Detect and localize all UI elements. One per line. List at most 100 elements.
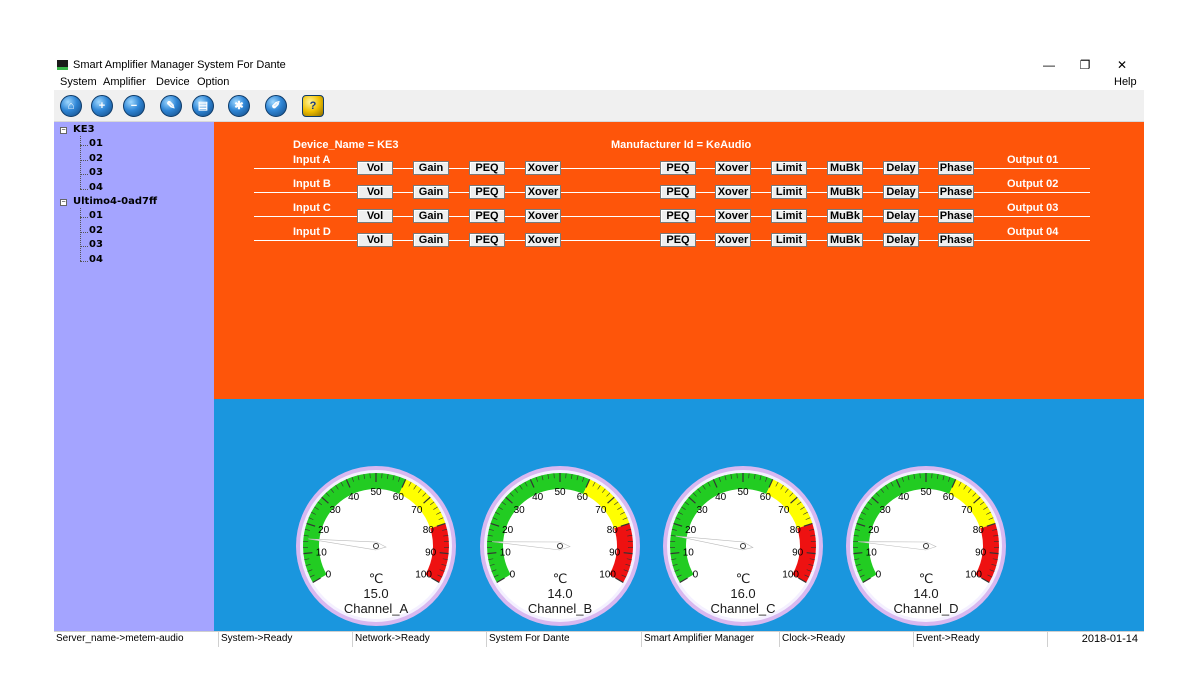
gauge-tick	[488, 529, 494, 531]
gauge-tick	[387, 473, 389, 480]
output-phase-button[interactable]: Phase	[938, 209, 974, 223]
gauge-tick	[992, 529, 998, 531]
tree-channel-node[interactable]: 01	[89, 138, 103, 149]
gauge-tick	[602, 488, 606, 493]
tree-connector	[80, 217, 88, 218]
output-peq-button[interactable]: PEQ	[660, 161, 696, 175]
input-peq-button[interactable]: PEQ	[469, 233, 505, 247]
input-gain-button[interactable]: Gain	[413, 209, 449, 223]
gauge-tick	[805, 517, 811, 520]
output-delay-button[interactable]: Delay	[883, 161, 919, 175]
tree-channel-node[interactable]: 02	[89, 224, 103, 236]
output-mubk-button[interactable]: MuBk	[827, 233, 863, 247]
gauge-tick	[357, 475, 360, 481]
save-icon[interactable]: ▤	[192, 95, 214, 117]
tree-device-node[interactable]: KE3	[73, 124, 95, 135]
input-peq-button[interactable]: PEQ	[469, 185, 505, 199]
tree-channel-node[interactable]: 03	[89, 239, 103, 250]
output-peq-button[interactable]: PEQ	[660, 209, 696, 223]
gauge-tick	[790, 496, 798, 504]
output-xover-button[interactable]: Xover	[715, 161, 751, 175]
output-xover-button[interactable]: Xover	[715, 209, 751, 223]
input-xover-button[interactable]: Xover	[525, 233, 561, 247]
settings-icon[interactable]: ✱	[228, 95, 250, 117]
output-limit-button[interactable]: Limit	[771, 233, 807, 247]
gauge-tick	[321, 496, 329, 504]
edit-icon[interactable]: ✎	[160, 95, 182, 117]
output-peq-button[interactable]: PEQ	[660, 185, 696, 199]
remove-icon[interactable]: −	[123, 95, 145, 117]
tree-expander[interactable]: −	[60, 199, 67, 206]
output-mubk-button[interactable]: MuBk	[827, 161, 863, 175]
gauge-tick	[363, 473, 365, 480]
output-delay-button[interactable]: Delay	[883, 233, 919, 247]
gauge-tick	[948, 476, 951, 482]
tree-channel-node[interactable]: 04	[89, 181, 103, 193]
output-phase-button[interactable]: Phase	[938, 185, 974, 199]
gauge-scale-label: 0	[693, 570, 699, 581]
output-limit-button[interactable]: Limit	[771, 185, 807, 199]
tree-channel-node[interactable]: 03	[89, 167, 103, 178]
gauge-tick	[993, 535, 999, 537]
menu-system[interactable]: System	[60, 76, 97, 88]
menu-device[interactable]: Device	[156, 76, 190, 88]
gauge-scale-label: 30	[880, 505, 892, 516]
gauge-tick	[325, 492, 330, 497]
output-delay-button[interactable]: Delay	[883, 209, 919, 223]
output-mubk-button[interactable]: MuBk	[827, 209, 863, 223]
input-gain-button[interactable]: Gain	[413, 233, 449, 247]
add-icon[interactable]: +	[91, 95, 113, 117]
app-logo-icon	[57, 60, 68, 70]
help-icon[interactable]: ?	[302, 95, 324, 117]
gauge-tick	[615, 577, 624, 584]
gauge-tick	[789, 492, 794, 497]
output-phase-button[interactable]: Phase	[938, 233, 974, 247]
menu-amplifier[interactable]: Amplifier	[103, 76, 146, 88]
input-vol-button[interactable]: Vol	[357, 233, 393, 247]
gauge-unit: ℃	[369, 572, 384, 587]
input-xover-button[interactable]: Xover	[525, 209, 561, 223]
input-vol-button[interactable]: Vol	[357, 209, 393, 223]
gauge-tick	[613, 501, 619, 506]
menu-option[interactable]: Option	[197, 76, 230, 88]
tree-device-node[interactable]: Ultimo4-0ad7ff	[73, 196, 158, 207]
tree-expander[interactable]: −	[60, 127, 67, 134]
input-peq-button[interactable]: PEQ	[469, 161, 505, 175]
output-limit-button[interactable]: Limit	[771, 161, 807, 175]
input-vol-button[interactable]: Vol	[357, 185, 393, 199]
output-xover-button[interactable]: Xover	[715, 233, 751, 247]
output-mubk-button[interactable]: MuBk	[827, 185, 863, 199]
gauge-tick	[973, 496, 981, 504]
gauge-tick	[488, 558, 494, 560]
gauge-tick	[422, 492, 427, 497]
gauge-tick	[803, 522, 813, 527]
home-icon[interactable]: ⌂	[60, 95, 82, 117]
gauge-red-zone	[425, 523, 449, 583]
gauge-tick	[438, 517, 444, 520]
close-button[interactable]: ✕	[1116, 58, 1128, 72]
gauge-tick	[442, 558, 448, 560]
gauge-scale-label: 70	[411, 505, 423, 516]
tree-connector	[80, 145, 88, 146]
input-xover-button[interactable]: Xover	[525, 161, 561, 175]
gauge-scale-label: 90	[792, 548, 804, 559]
output-peq-button[interactable]: PEQ	[660, 233, 696, 247]
tools-icon[interactable]: ✐	[265, 95, 287, 117]
input-gain-button[interactable]: Gain	[413, 185, 449, 199]
input-gain-button[interactable]: Gain	[413, 161, 449, 175]
input-peq-button[interactable]: PEQ	[469, 209, 505, 223]
menu-help[interactable]: Help	[1114, 76, 1137, 88]
input-xover-button[interactable]: Xover	[525, 185, 561, 199]
output-phase-button[interactable]: Phase	[938, 161, 974, 175]
input-vol-button[interactable]: Vol	[357, 161, 393, 175]
tree-channel-node[interactable]: 02	[89, 152, 103, 164]
tree-channel-node[interactable]: 04	[89, 253, 103, 265]
output-xover-button[interactable]: Xover	[715, 185, 751, 199]
restore-button[interactable]: ❐	[1079, 58, 1091, 72]
minimize-button[interactable]: —	[1043, 58, 1055, 72]
output-delay-button[interactable]: Delay	[883, 185, 919, 199]
tree-channel-node[interactable]: 01	[89, 210, 103, 221]
gauge-tick	[862, 577, 871, 584]
status-event: Event->Ready	[914, 632, 1048, 647]
output-limit-button[interactable]: Limit	[771, 209, 807, 223]
